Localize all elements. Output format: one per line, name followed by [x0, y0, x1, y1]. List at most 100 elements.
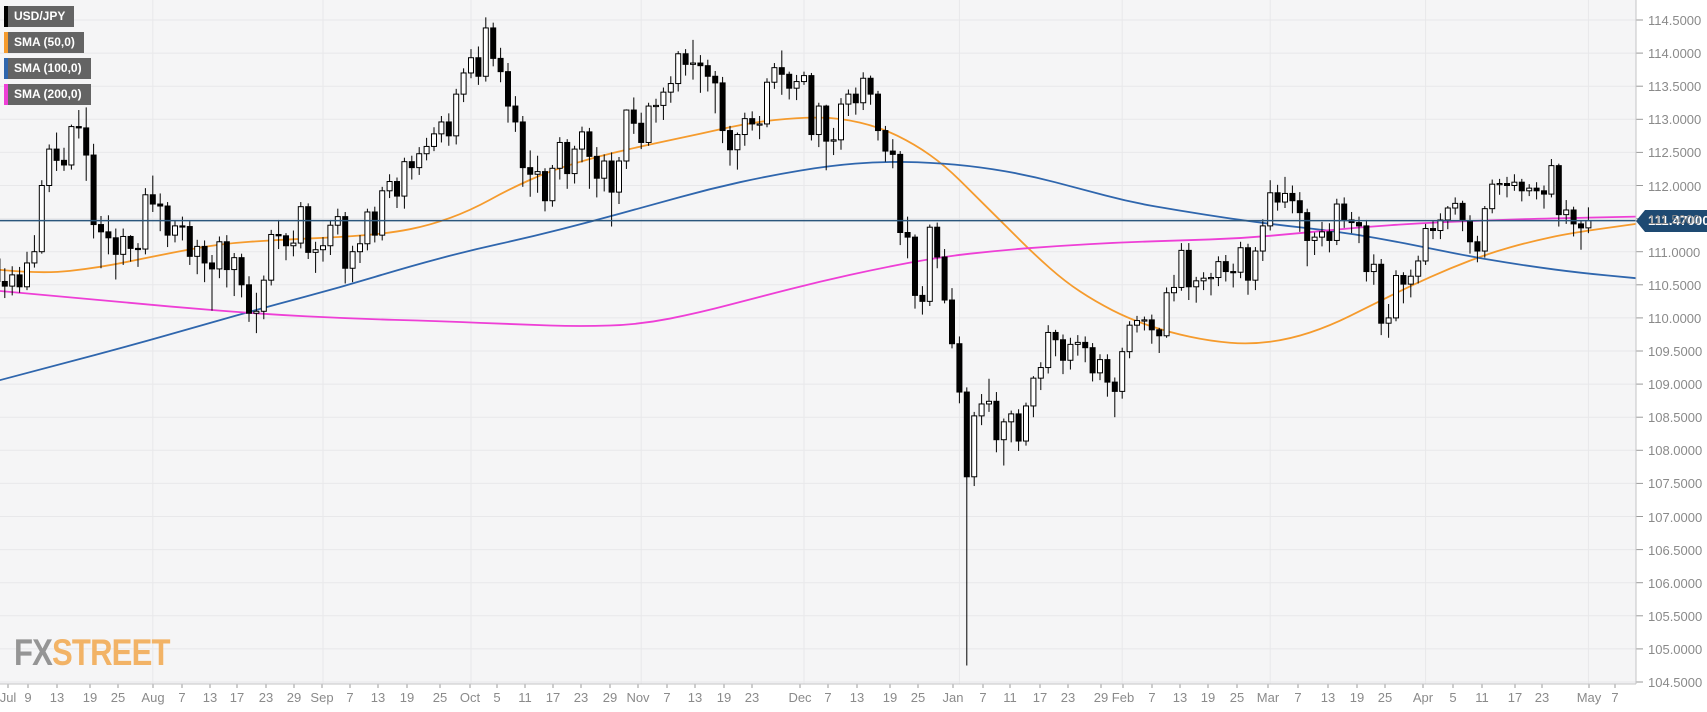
- candle-body: [238, 257, 245, 286]
- candle-body: [949, 299, 955, 345]
- candle-body: [1555, 165, 1562, 216]
- candle-body: [83, 127, 90, 156]
- x-axis-label: 5: [493, 690, 501, 705]
- candle-body: [1422, 228, 1429, 262]
- candle-body: [845, 93, 852, 105]
- candle-body: [1237, 247, 1244, 273]
- candle-body: [490, 27, 497, 59]
- candle-body: [1400, 275, 1407, 285]
- candle-body: [1356, 222, 1362, 227]
- x-axis-label: Mar: [1256, 690, 1280, 705]
- candle-body: [445, 121, 452, 137]
- candle-body: [867, 77, 874, 95]
- candle-body: [712, 75, 719, 84]
- candle-body: [201, 245, 208, 264]
- candle-body: [423, 145, 430, 155]
- x-axis-label: 13: [849, 690, 865, 705]
- candle-body: [1119, 351, 1126, 392]
- x-axis-label: 25: [1377, 690, 1393, 705]
- candle-body: [823, 105, 830, 142]
- legend-chip-sma50: SMA (50,0): [4, 32, 84, 53]
- candle-body: [1008, 413, 1015, 423]
- candle-body: [682, 53, 689, 65]
- candle-body: [1563, 209, 1570, 216]
- candle-body: [290, 242, 297, 247]
- candle-body: [505, 71, 511, 107]
- candle-body: [223, 241, 230, 271]
- y-axis-label: 105.0000: [1648, 641, 1703, 657]
- x-axis-label: 19: [82, 690, 98, 705]
- candle-body: [1585, 220, 1592, 229]
- y-axis-label: 106.5000: [1648, 542, 1703, 558]
- candle-body: [120, 235, 127, 255]
- candle-body: [112, 237, 119, 255]
- candle-body: [194, 245, 201, 257]
- current-price-tag: 111.47000: [1636, 209, 1707, 232]
- candle-body: [1148, 319, 1155, 331]
- candle-body: [593, 155, 600, 179]
- candle-body: [653, 104, 659, 108]
- candle-body: [401, 161, 408, 197]
- candle-body: [919, 294, 926, 302]
- candle-body: [16, 274, 23, 288]
- y-axis-label: 108.5000: [1648, 410, 1703, 426]
- candle-body: [31, 251, 38, 264]
- y-axis-label: 104.5000: [1648, 675, 1703, 690]
- candle-body: [416, 153, 423, 169]
- y-axis-label: 107.0000: [1648, 509, 1703, 525]
- x-axis-label: 29: [286, 690, 302, 705]
- candle-body: [1570, 209, 1577, 225]
- candle-body: [786, 73, 793, 89]
- sma100-color-stripe: [4, 58, 8, 79]
- candle-body: [852, 93, 859, 104]
- candle-body: [1274, 192, 1281, 203]
- candle-body: [897, 153, 904, 234]
- candle-body: [357, 243, 363, 253]
- x-axis-label: 23: [1534, 690, 1550, 705]
- candle-body: [519, 121, 526, 169]
- plot-area[interactable]: [0, 0, 1636, 684]
- candle-body: [364, 211, 371, 245]
- x-axis-label: Nov: [626, 690, 650, 705]
- candle-body: [172, 225, 178, 236]
- candle-body: [1082, 341, 1089, 349]
- candle-body: [623, 109, 630, 162]
- sma200-color-stripe: [4, 84, 8, 105]
- x-axis-label: Apr: [1412, 690, 1434, 705]
- x-axis-label: 13: [370, 690, 386, 705]
- x-axis-label: Jan: [942, 690, 964, 705]
- candle-body: [1097, 359, 1103, 374]
- candle-body: [838, 103, 844, 141]
- candle-body: [963, 391, 970, 478]
- x-axis-label: 7: [178, 690, 186, 705]
- candle-body: [1319, 231, 1325, 238]
- candle-body: [1015, 413, 1022, 442]
- candle-body: [719, 82, 726, 132]
- candle-body: [61, 159, 67, 166]
- y-axis-label: 111.0000: [1648, 244, 1701, 260]
- candle-body: [216, 241, 223, 270]
- candle-body: [379, 190, 386, 236]
- candle-body: [571, 148, 578, 175]
- x-axis-label: 7: [346, 690, 354, 705]
- candle-body: [1000, 421, 1007, 441]
- candle-body: [105, 231, 112, 239]
- candle-body: [283, 235, 289, 247]
- y-axis-label: 108.0000: [1648, 443, 1703, 459]
- y-axis-label: 110.0000: [1648, 310, 1702, 326]
- candle-body: [408, 161, 415, 169]
- x-axis-label: 17: [1032, 690, 1048, 705]
- candle-body: [771, 67, 778, 83]
- candle-body: [1259, 225, 1266, 252]
- legend-chip-sma200: SMA (200,0): [4, 84, 91, 105]
- candle-body: [830, 139, 837, 142]
- logo-part-fx: FX: [14, 632, 53, 673]
- candle-body: [453, 93, 460, 137]
- x-axis-label: Feb: [1111, 690, 1135, 705]
- candle-body: [579, 131, 585, 150]
- fxstreet-logo: FXSTREET: [14, 632, 170, 674]
- y-axis-label: 113.5000: [1648, 79, 1702, 95]
- candle-body: [1252, 250, 1259, 281]
- candle-body: [1459, 202, 1466, 222]
